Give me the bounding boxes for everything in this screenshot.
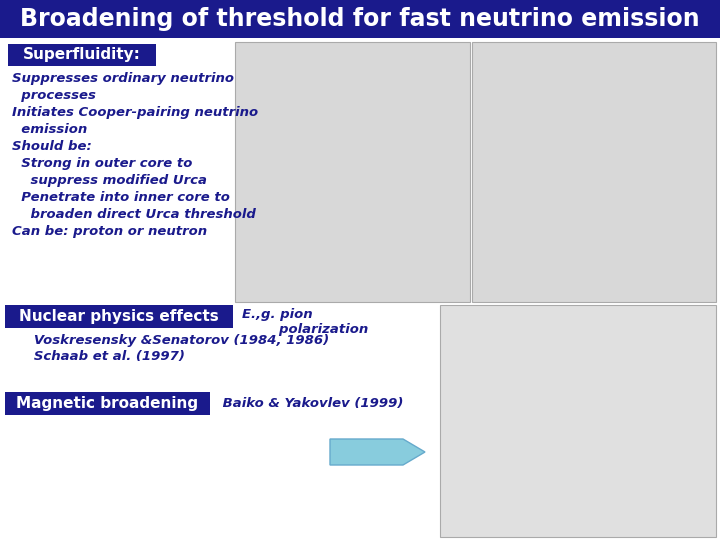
FancyArrow shape: [330, 439, 425, 465]
Text: Initiates Cooper-pairing neutrino: Initiates Cooper-pairing neutrino: [12, 106, 258, 119]
Text: Suppresses ordinary neutrino: Suppresses ordinary neutrino: [12, 72, 234, 85]
Bar: [8, 44, 156, 66]
Bar: [5, 305, 233, 328]
Text: emission: emission: [12, 123, 87, 136]
Bar: [235, 42, 470, 302]
Text: Superfluidity:: Superfluidity:: [23, 48, 141, 63]
Text: processes: processes: [12, 89, 96, 102]
Text: polarization: polarization: [242, 323, 368, 336]
Text: Can be: proton or neutron: Can be: proton or neutron: [12, 225, 207, 238]
Text: Baiko & Yakovlev (1999): Baiko & Yakovlev (1999): [218, 396, 403, 409]
Text: Magnetic broadening: Magnetic broadening: [17, 396, 199, 411]
Text: Nuclear physics effects: Nuclear physics effects: [19, 309, 219, 324]
Text: Voskresensky &Senatorov (1984, 1986): Voskresensky &Senatorov (1984, 1986): [20, 334, 329, 347]
Bar: [472, 42, 716, 302]
Bar: [0, 0, 720, 38]
Text: Strong in outer core to: Strong in outer core to: [12, 157, 192, 170]
Text: suppress modified Urca: suppress modified Urca: [12, 174, 207, 187]
Text: broaden direct Urca threshold: broaden direct Urca threshold: [12, 208, 256, 221]
Text: Schaab et al. (1997): Schaab et al. (1997): [20, 350, 185, 363]
Bar: [5, 392, 210, 415]
Bar: [440, 305, 716, 537]
Text: Penetrate into inner core to: Penetrate into inner core to: [12, 191, 230, 204]
Text: Broadening of threshold for fast neutrino emission: Broadening of threshold for fast neutrin…: [20, 7, 700, 31]
Text: Should be:: Should be:: [12, 140, 91, 153]
Text: E.,g. pion: E.,g. pion: [242, 308, 312, 321]
